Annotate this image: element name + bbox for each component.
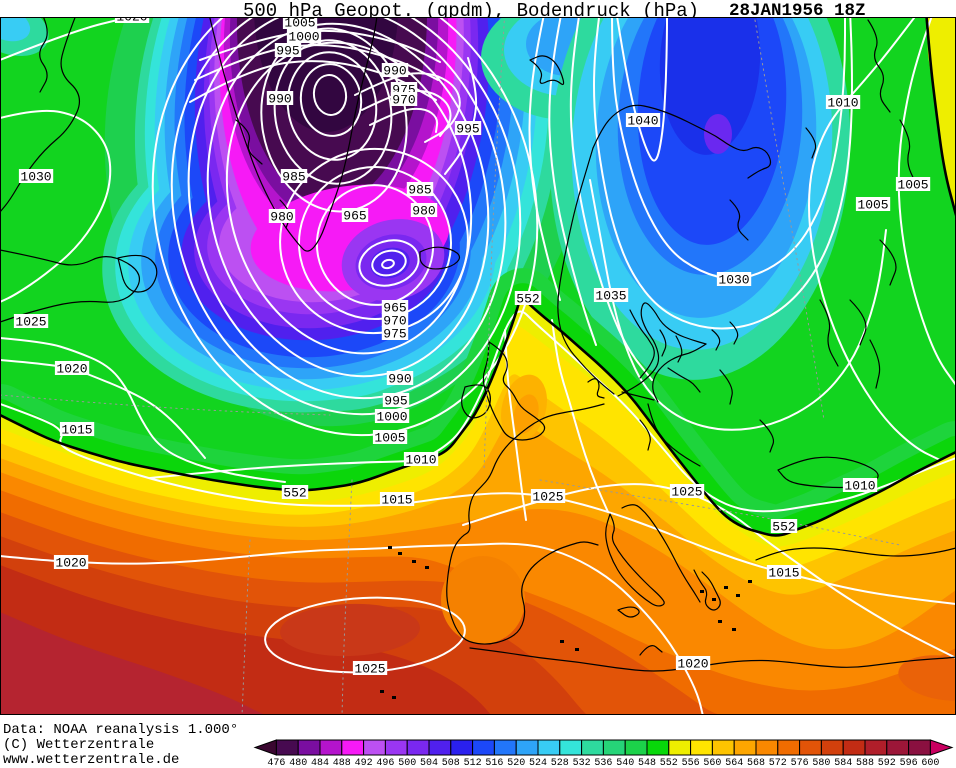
svg-text:1005: 1005 bbox=[284, 16, 315, 31]
svg-text:576: 576 bbox=[791, 758, 809, 768]
svg-text:980: 980 bbox=[270, 210, 293, 225]
svg-text:512: 512 bbox=[464, 758, 482, 768]
svg-text:580: 580 bbox=[812, 758, 830, 768]
svg-text:970: 970 bbox=[392, 93, 415, 108]
svg-text:970: 970 bbox=[383, 314, 406, 329]
svg-text:556: 556 bbox=[682, 758, 700, 768]
svg-text:568: 568 bbox=[747, 758, 765, 768]
svg-text:1025: 1025 bbox=[532, 490, 563, 505]
svg-text:476: 476 bbox=[267, 758, 285, 768]
svg-text:520: 520 bbox=[507, 758, 525, 768]
svg-text:572: 572 bbox=[769, 758, 787, 768]
svg-text:504: 504 bbox=[420, 758, 438, 768]
svg-text:516: 516 bbox=[485, 758, 503, 768]
svg-text:1025: 1025 bbox=[354, 662, 385, 677]
svg-text:484: 484 bbox=[311, 758, 329, 768]
svg-text:1020: 1020 bbox=[55, 556, 86, 571]
svg-text:1020: 1020 bbox=[116, 10, 147, 25]
svg-text:596: 596 bbox=[900, 758, 918, 768]
svg-text:1040: 1040 bbox=[627, 114, 658, 129]
svg-text:488: 488 bbox=[333, 758, 351, 768]
svg-text:1025: 1025 bbox=[671, 485, 702, 500]
svg-text:990: 990 bbox=[383, 64, 406, 79]
svg-text:995: 995 bbox=[384, 394, 407, 409]
svg-text:552: 552 bbox=[283, 486, 306, 501]
svg-text:588: 588 bbox=[856, 758, 874, 768]
svg-text:1020: 1020 bbox=[56, 362, 87, 377]
svg-text:995: 995 bbox=[456, 122, 479, 137]
svg-text:508: 508 bbox=[442, 758, 460, 768]
svg-text:584: 584 bbox=[834, 758, 852, 768]
svg-text:990: 990 bbox=[268, 92, 291, 107]
svg-text:985: 985 bbox=[408, 183, 431, 198]
svg-text:1005: 1005 bbox=[374, 431, 405, 446]
svg-text:564: 564 bbox=[725, 758, 743, 768]
svg-text:1025: 1025 bbox=[15, 315, 46, 330]
svg-text:990: 990 bbox=[388, 372, 411, 387]
svg-text:965: 965 bbox=[383, 301, 406, 316]
svg-text:548: 548 bbox=[638, 758, 656, 768]
svg-text:980: 980 bbox=[412, 204, 435, 219]
svg-text:975: 975 bbox=[383, 327, 406, 342]
svg-text:1020: 1020 bbox=[677, 657, 708, 672]
svg-text:1015: 1015 bbox=[768, 566, 799, 581]
svg-text:560: 560 bbox=[703, 758, 721, 768]
svg-text:552: 552 bbox=[772, 520, 795, 535]
svg-text:1030: 1030 bbox=[20, 170, 51, 185]
svg-text:496: 496 bbox=[376, 758, 394, 768]
svg-text:552: 552 bbox=[660, 758, 678, 768]
svg-text:532: 532 bbox=[573, 758, 591, 768]
svg-text:540: 540 bbox=[616, 758, 634, 768]
svg-text:1035: 1035 bbox=[595, 289, 626, 304]
svg-text:1010: 1010 bbox=[405, 453, 436, 468]
svg-text:592: 592 bbox=[878, 758, 896, 768]
svg-text:985: 985 bbox=[282, 170, 305, 185]
svg-text:600: 600 bbox=[921, 758, 939, 768]
svg-text:500: 500 bbox=[398, 758, 416, 768]
svg-text:536: 536 bbox=[594, 758, 612, 768]
svg-text:1005: 1005 bbox=[897, 178, 928, 193]
svg-text:1005: 1005 bbox=[857, 198, 888, 213]
svg-text:965: 965 bbox=[343, 209, 366, 224]
svg-text:552: 552 bbox=[516, 292, 539, 307]
svg-text:1000: 1000 bbox=[288, 30, 319, 45]
svg-text:492: 492 bbox=[355, 758, 373, 768]
svg-text:1010: 1010 bbox=[844, 479, 875, 494]
svg-text:1015: 1015 bbox=[61, 423, 92, 438]
svg-text:1000: 1000 bbox=[376, 410, 407, 425]
svg-text:1015: 1015 bbox=[381, 493, 412, 508]
svg-text:1010: 1010 bbox=[827, 96, 858, 111]
svg-text:995: 995 bbox=[276, 44, 299, 59]
svg-text:480: 480 bbox=[289, 758, 307, 768]
svg-text:528: 528 bbox=[551, 758, 569, 768]
svg-text:524: 524 bbox=[529, 758, 547, 768]
svg-text:1030: 1030 bbox=[718, 273, 749, 288]
